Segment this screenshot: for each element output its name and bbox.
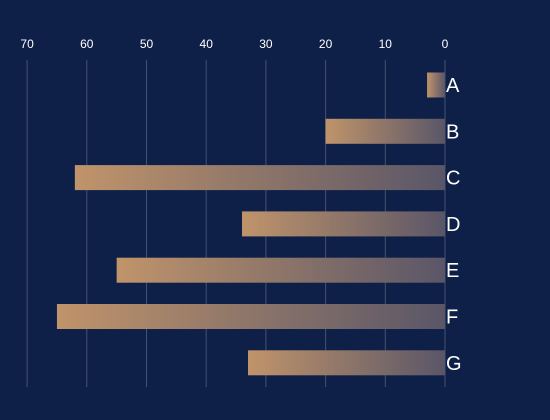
x-tick-label-50: 50 xyxy=(140,37,154,51)
category-label-D: D xyxy=(446,214,460,236)
x-tick-label-70: 70 xyxy=(20,37,34,51)
category-labels: A B C D E F G xyxy=(446,75,462,375)
bar-B xyxy=(325,118,445,144)
category-label-G: G xyxy=(446,353,462,375)
x-axis-ticks: 70 60 50 40 30 20 10 0 xyxy=(20,37,448,51)
bar-A xyxy=(427,72,445,98)
bar-F xyxy=(56,304,445,329)
bar-D xyxy=(242,211,445,237)
category-label-E: E xyxy=(446,260,459,282)
bar-G xyxy=(247,350,445,376)
x-tick-label-30: 30 xyxy=(259,37,273,51)
category-label-A: A xyxy=(446,75,460,97)
x-tick-label-40: 40 xyxy=(200,37,214,51)
bars xyxy=(56,72,446,376)
x-tick-label-60: 60 xyxy=(80,37,94,51)
category-label-F: F xyxy=(446,307,458,329)
bar-C xyxy=(74,165,446,191)
x-tick-label-20: 20 xyxy=(319,37,333,51)
x-tick-label-10: 10 xyxy=(379,37,393,51)
x-tick-label-0: 0 xyxy=(442,37,449,51)
category-label-C: C xyxy=(446,168,460,190)
category-label-B: B xyxy=(446,121,459,143)
bar-E xyxy=(116,257,446,283)
